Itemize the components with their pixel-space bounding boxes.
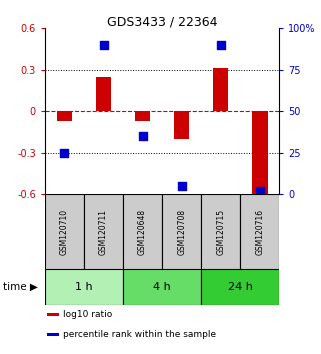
- Point: [140, 133, 145, 139]
- Text: 24 h: 24 h: [228, 282, 253, 292]
- Bar: [84, 194, 123, 269]
- Text: log10 ratio: log10 ratio: [63, 310, 112, 319]
- Text: GSM120708: GSM120708: [177, 209, 186, 255]
- Title: GDS3433 / 22364: GDS3433 / 22364: [107, 15, 217, 28]
- Bar: [213, 68, 229, 111]
- Bar: [47, 333, 58, 336]
- Text: GSM120648: GSM120648: [138, 209, 147, 255]
- Bar: [45, 194, 84, 269]
- Bar: [201, 269, 279, 306]
- Text: GSM120711: GSM120711: [99, 209, 108, 255]
- Text: GSM120715: GSM120715: [216, 209, 225, 255]
- Bar: [174, 111, 189, 139]
- Text: 4 h: 4 h: [153, 282, 171, 292]
- Point: [218, 42, 223, 48]
- Text: GSM120710: GSM120710: [60, 209, 69, 255]
- Text: 1 h: 1 h: [75, 282, 93, 292]
- Point: [257, 188, 262, 194]
- Text: GSM120716: GSM120716: [255, 209, 264, 255]
- Text: percentile rank within the sample: percentile rank within the sample: [63, 330, 216, 339]
- Bar: [47, 313, 58, 316]
- Bar: [135, 111, 150, 121]
- Point: [62, 150, 67, 156]
- Bar: [123, 269, 201, 306]
- Bar: [123, 194, 162, 269]
- Bar: [201, 194, 240, 269]
- Bar: [45, 269, 123, 306]
- Bar: [162, 194, 201, 269]
- Text: time ▶: time ▶: [3, 282, 38, 292]
- Point: [101, 42, 106, 48]
- Bar: [56, 111, 72, 121]
- Bar: [252, 111, 267, 194]
- Bar: [96, 77, 111, 111]
- Point: [179, 183, 184, 189]
- Bar: [240, 194, 279, 269]
